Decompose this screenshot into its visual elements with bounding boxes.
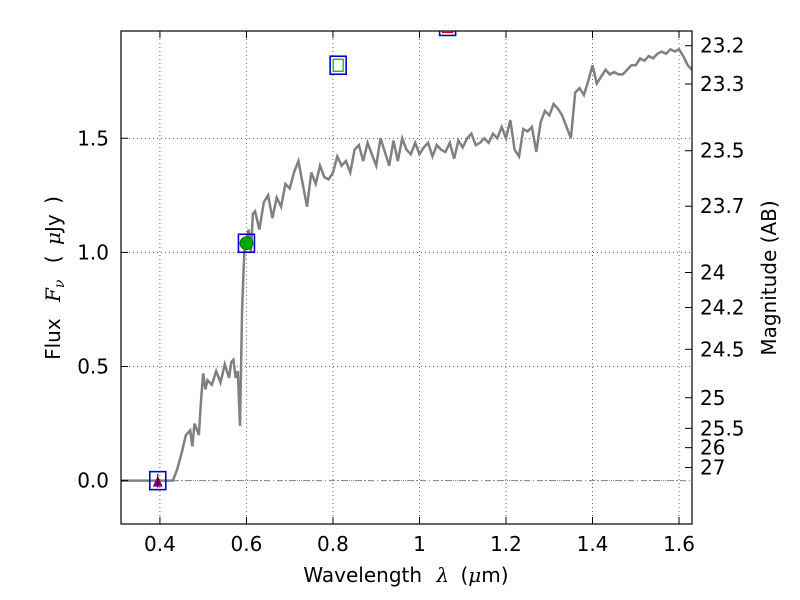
- observed-flux-square-bin-0.8um: [332, 58, 344, 72]
- x-tick-label: 1.2: [490, 532, 522, 556]
- observed-flux-square-bin-1.05um: [441, 31, 454, 34]
- magnitude-tick-label: 23.5: [700, 139, 745, 163]
- y-axis-ticks: 0.0 0.5 1.0 1.5: [77, 126, 128, 493]
- model-flux-box-bin-0.8um: [329, 55, 347, 76]
- y-tick-label: 1.5: [77, 126, 109, 150]
- x-tick-label: 0.4: [144, 532, 176, 556]
- model-flux-box-bin-1.05um: [438, 31, 457, 37]
- y-tick-label: 1.0: [77, 240, 109, 264]
- magnitude-tick-label: 23.7: [700, 194, 745, 218]
- model-flux-box-bin-0.6um: [237, 233, 256, 254]
- x-axis-label: Wavelength λ (μm): [303, 563, 508, 587]
- x-axis-ticks: 0.4 0.6 0.8 1 1.2 1.4 1.6: [144, 31, 695, 556]
- magnitude-tick-label: 26: [700, 436, 725, 460]
- magnitude-tick-label: 24: [700, 260, 725, 284]
- x-tick-label: 1.4: [577, 532, 609, 556]
- magnitude-tick-label: 24.2: [700, 295, 745, 319]
- grid-lines: [121, 31, 692, 524]
- x-tick-label: 1: [413, 532, 426, 556]
- y-tick-label: 0.0: [77, 469, 109, 493]
- observed-flux-circle-bin-0.6um: [239, 236, 254, 251]
- photometry-markers: [148, 31, 457, 491]
- x-tick-label: 0.8: [317, 532, 349, 556]
- y-axis-label: Flux Fν ( μJy ): [41, 196, 69, 360]
- x-tick-label: 0.6: [231, 532, 263, 556]
- x-tick-label: 1.6: [663, 532, 695, 556]
- y-tick-label: 0.5: [77, 355, 109, 379]
- magnitude-tick-label: 25: [700, 386, 725, 410]
- magnitude-tick-label: 23.3: [700, 72, 745, 96]
- magnitude-tick-label: 27: [700, 456, 725, 480]
- model-flux-box-bin-0.4um: [148, 470, 167, 491]
- spectrum-line: [121, 47, 692, 482]
- magnitude-tick-label: 23.2: [700, 34, 745, 58]
- magnitude-tick-label: 25.5: [700, 416, 745, 440]
- magnitude-tick-label: 24.5: [700, 337, 745, 361]
- plot-frame: [120, 30, 693, 525]
- magnitude-axis-label: Magnitude (AB): [757, 200, 781, 355]
